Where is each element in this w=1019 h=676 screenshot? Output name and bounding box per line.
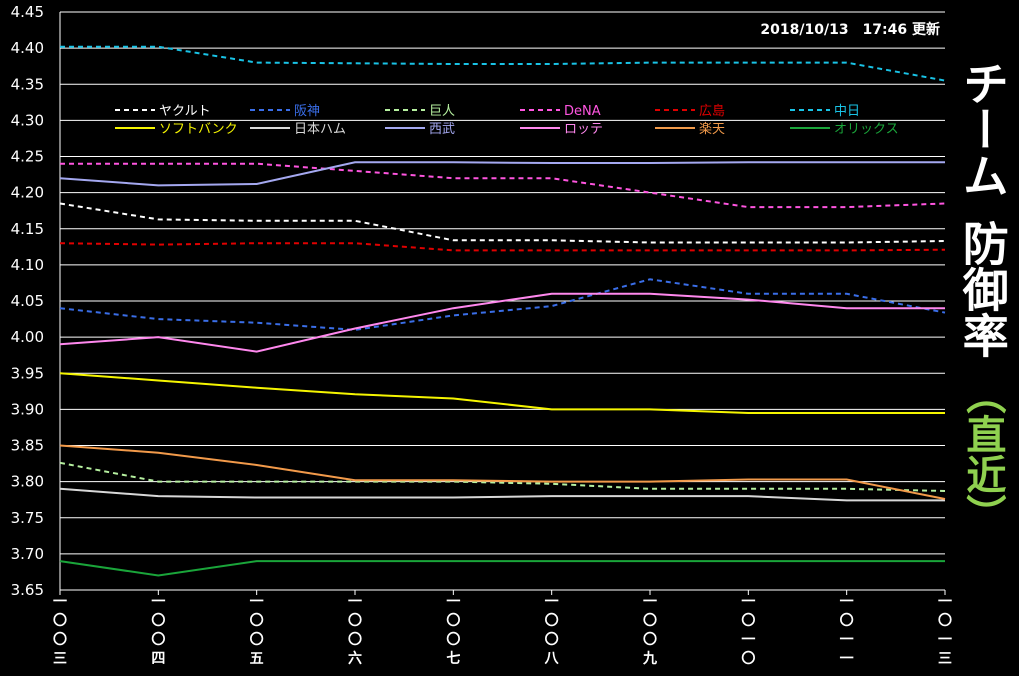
- y-tick-label: 4.10: [11, 256, 44, 274]
- x-axis-tick-labels: 一〇〇三 一〇〇四 一〇〇五 一〇〇六 一〇〇七 一〇〇八 一〇〇九 一〇一〇 一〇一一 一〇一三: [53, 594, 952, 667]
- series-line: [59, 461, 946, 492]
- series-line: [59, 487, 945, 502]
- y-tick-label: 4.15: [11, 220, 44, 238]
- x-tick-label: 一〇〇五: [250, 594, 264, 667]
- y-tick-label: 4.00: [11, 328, 44, 346]
- series-line: [60, 162, 946, 209]
- x-tick-label: 一〇一一: [840, 594, 854, 667]
- side-title-line1: チーム: [955, 60, 1010, 198]
- x-tick-label: 一〇〇七: [446, 594, 460, 667]
- y-tick-label: 3.95: [11, 364, 44, 382]
- legend-label: ヤクルト: [159, 104, 211, 119]
- series-line: [59, 278, 946, 331]
- y-tick-label: 3.70: [11, 545, 44, 563]
- legend-label: 日本ハム: [294, 122, 346, 137]
- side-title-sub: （直近）: [959, 374, 1006, 534]
- y-tick-label: 4.20: [11, 184, 44, 202]
- x-tick-label: 一〇一三: [938, 594, 952, 667]
- y-tick-label: 4.40: [11, 39, 44, 57]
- y-tick-label: 3.75: [11, 509, 44, 527]
- legend-label: DeNA: [564, 104, 601, 119]
- x-tick-label: 一〇〇九: [642, 594, 657, 667]
- series-line: [59, 292, 945, 353]
- x-tick-label: 一〇〇六: [348, 594, 362, 667]
- series-line: [59, 161, 945, 187]
- legend-label: ロッテ: [564, 122, 603, 137]
- y-axis-tick-labels: 3.65 3.70 3.75 3.80 3.85 3.90 3.95 4.00 4.05 4.10…: [11, 3, 44, 599]
- legend-label: 巨人: [429, 104, 455, 119]
- series-lines: [59, 45, 946, 577]
- legend-label: 阪神: [294, 104, 320, 119]
- legend-label: オリックス: [834, 122, 899, 137]
- legend-label: 楽天: [699, 121, 725, 137]
- series-line: [59, 444, 946, 500]
- y-tick-label: 3.65: [11, 581, 44, 599]
- legend-label: 中日: [834, 104, 860, 119]
- x-tick-label: 一〇一〇: [741, 594, 755, 667]
- y-tick-label: 3.90: [11, 400, 44, 418]
- y-tick-label: 3.85: [11, 437, 44, 455]
- side-title: チーム 防御率 （直近）: [952, 60, 1012, 534]
- x-tick-label: 一〇〇八: [544, 594, 560, 667]
- series-line: [59, 242, 946, 252]
- y-tick-label: 4.35: [11, 75, 44, 93]
- y-tick-label: 4.25: [11, 148, 44, 166]
- y-tick-label: 3.80: [11, 473, 44, 491]
- series-line: [59, 560, 945, 577]
- y-tick-label: 4.45: [11, 3, 44, 21]
- series-line: [59, 202, 946, 244]
- gridlines: [59, 11, 946, 595]
- x-tick-label: 一〇〇四: [151, 594, 165, 667]
- updated-timestamp: 2018/10/13 17:46 更新: [760, 21, 940, 38]
- side-title-line2: 防御率: [955, 220, 1010, 358]
- series-line: [60, 45, 946, 82]
- legend-label: 広島: [699, 104, 725, 119]
- series-line: [59, 372, 945, 414]
- legend-label: ソフトバンク: [159, 122, 238, 137]
- y-tick-label: 4.05: [11, 292, 44, 310]
- legend-label: 西武: [429, 122, 455, 137]
- x-tick-label: 一〇〇三: [53, 594, 67, 667]
- y-tick-label: 4.30: [11, 111, 44, 129]
